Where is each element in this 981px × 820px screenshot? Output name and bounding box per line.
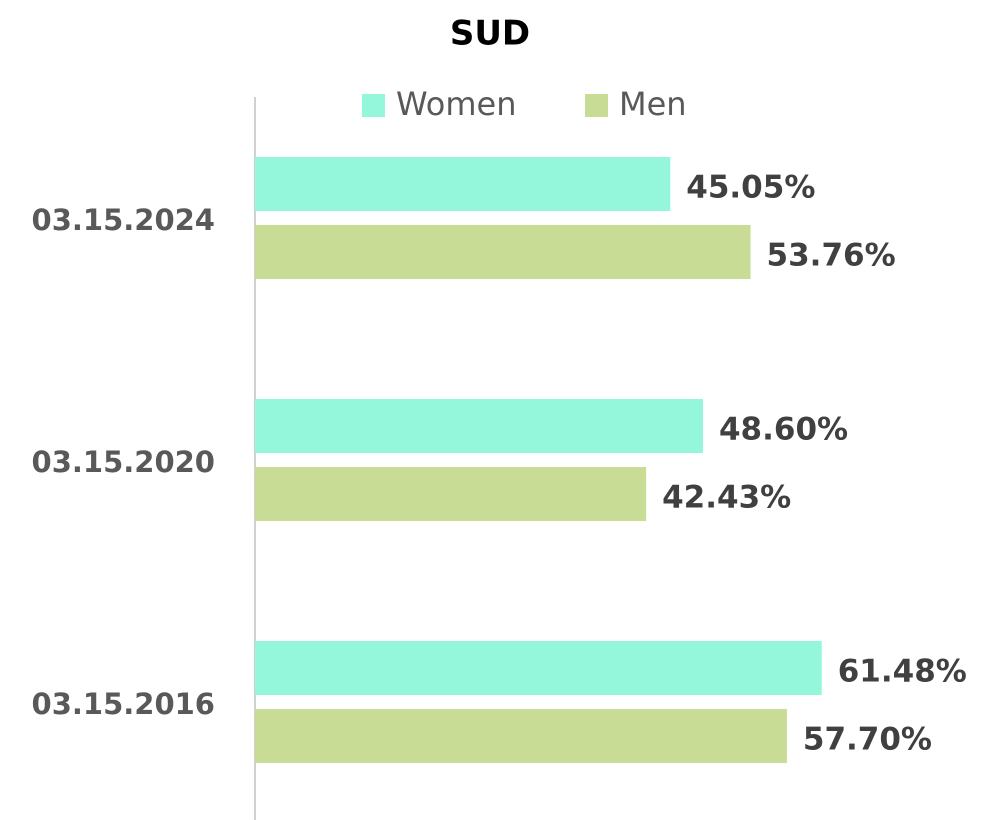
y-tick-label: 03.15.2016 [32,687,215,721]
bar [255,709,787,763]
data-label: 57.70% [803,722,932,758]
legend-label: Men [619,85,687,123]
data-label: 48.60% [719,412,848,448]
legend-label: Women [396,85,516,123]
data-label: 42.43% [662,480,791,516]
bar [255,225,751,279]
chart-title: SUD [450,14,530,54]
bar [255,399,703,453]
bar [255,467,647,521]
y-tick-label: 03.15.2020 [32,445,215,479]
data-label: 61.48% [838,654,967,690]
bar [255,641,822,695]
data-label: 53.76% [767,238,896,274]
bar [255,157,671,211]
y-tick-label: 03.15.2024 [32,203,215,237]
legend-swatch [362,94,385,117]
legend-swatch [585,94,608,117]
data-label: 45.05% [686,170,815,206]
